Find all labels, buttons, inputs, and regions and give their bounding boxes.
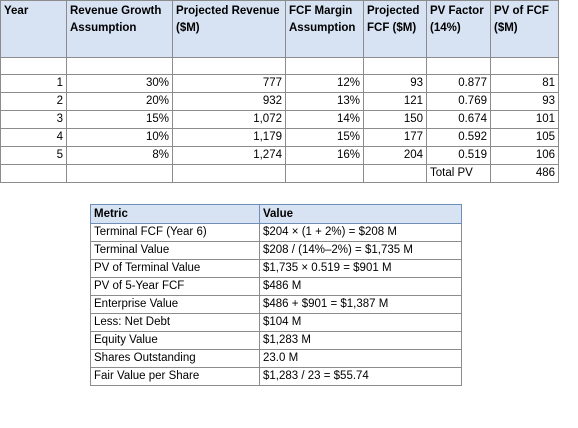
- projected-revenue-cell: 777: [172, 74, 286, 93]
- metric-row: PV of Terminal Value $1,735 × 0.519 = $9…: [90, 259, 462, 278]
- metric-label: PV of Terminal Value: [90, 259, 260, 278]
- metric-value: $1,735 × 0.519 = $901 M: [259, 259, 462, 278]
- metric-row: Terminal Value $208 / (14%–2%) = $1,735 …: [90, 241, 462, 260]
- metric-value: $1,283 M: [259, 331, 462, 350]
- table-row: 2 20% 932 13% 121 0.769 93: [0, 92, 559, 111]
- metric-row: Fair Value per Share $1,283 / 23 = $55.7…: [90, 367, 462, 386]
- metric-label: Fair Value per Share: [90, 367, 260, 386]
- year-cell: 3: [0, 110, 67, 129]
- year-cell: 2: [0, 92, 67, 111]
- fcf-margin-cell: 15%: [285, 128, 364, 147]
- metric-value: $1,283 / 23 = $55.74: [259, 367, 462, 386]
- pv-of-fcf-cell: 81: [490, 74, 559, 93]
- fcf-margin-cell: 14%: [285, 110, 364, 129]
- pv-of-fcf-cell: 101: [490, 110, 559, 129]
- empty-cell: [490, 57, 559, 75]
- table-row: 4 10% 1,179 15% 177 0.592 105: [0, 128, 559, 147]
- valuation-metrics-table: Metric Value Terminal FCF (Year 6) $204 …: [90, 204, 462, 386]
- metric-label: Terminal FCF (Year 6): [90, 223, 260, 242]
- projected-revenue-cell: 932: [172, 92, 286, 111]
- revenue-growth-cell: 20%: [66, 92, 173, 111]
- metric-label: Shares Outstanding: [90, 349, 260, 368]
- header-projected-revenue: Projected Revenue ($M): [172, 0, 286, 58]
- pv-factor-cell: 0.519: [426, 146, 491, 165]
- pv-factor-cell: 0.592: [426, 128, 491, 147]
- fcf-margin-cell: 16%: [285, 146, 364, 165]
- fcf-margin-cell: 12%: [285, 74, 364, 93]
- header-revenue-growth: Revenue Growth Assumption: [66, 0, 173, 58]
- revenue-growth-cell: 30%: [66, 74, 173, 93]
- header-pv-of-fcf: PV of FCF ($M): [490, 0, 559, 58]
- header-projected-fcf: Projected FCF ($M): [363, 0, 427, 58]
- metric-row: Shares Outstanding 23.0 M: [90, 349, 462, 368]
- empty-cell: [285, 57, 364, 75]
- table-row: 3 15% 1,072 14% 150 0.674 101: [0, 110, 559, 129]
- dcf-projection-table: Year Revenue Growth Assumption Projected…: [0, 0, 559, 183]
- empty-cell: [0, 164, 67, 183]
- empty-cell: [0, 57, 67, 75]
- projected-revenue-cell: 1,274: [172, 146, 286, 165]
- table-row: 1 30% 777 12% 93 0.877 81: [0, 74, 559, 93]
- header-fcf-margin: FCF Margin Assumption: [285, 0, 364, 58]
- metric-value: $208 / (14%–2%) = $1,735 M: [259, 241, 462, 260]
- pv-of-fcf-cell: 105: [490, 128, 559, 147]
- metric-value: $486 + $901 = $1,387 M: [259, 295, 462, 314]
- metric-label: Less: Net Debt: [90, 313, 260, 332]
- empty-cell: [363, 57, 427, 75]
- metric-row: Less: Net Debt $104 M: [90, 313, 462, 332]
- metric-row: PV of 5-Year FCF $486 M: [90, 277, 462, 296]
- dcf-header-row: Year Revenue Growth Assumption Projected…: [0, 0, 559, 58]
- empty-cell: [172, 164, 286, 183]
- metric-label: PV of 5-Year FCF: [90, 277, 260, 296]
- projected-fcf-cell: 204: [363, 146, 427, 165]
- metric-row: Equity Value $1,283 M: [90, 331, 462, 350]
- metric-value: $486 M: [259, 277, 462, 296]
- metric-row: Terminal FCF (Year 6) $204 × (1 + 2%) = …: [90, 223, 462, 242]
- metric-row: Enterprise Value $486 + $901 = $1,387 M: [90, 295, 462, 314]
- header-metric: Metric: [90, 204, 260, 224]
- revenue-growth-cell: 15%: [66, 110, 173, 129]
- metric-label: Terminal Value: [90, 241, 260, 260]
- pv-of-fcf-cell: 106: [490, 146, 559, 165]
- revenue-growth-cell: 8%: [66, 146, 173, 165]
- header-value: Value: [259, 204, 462, 224]
- year-cell: 1: [0, 74, 67, 93]
- projected-fcf-cell: 150: [363, 110, 427, 129]
- table-row: 5 8% 1,274 16% 204 0.519 106: [0, 146, 559, 165]
- year-cell: 4: [0, 128, 67, 147]
- revenue-growth-cell: 10%: [66, 128, 173, 147]
- metrics-header-row: Metric Value: [90, 204, 462, 224]
- metric-label: Enterprise Value: [90, 295, 260, 314]
- metric-value: 23.0 M: [259, 349, 462, 368]
- header-year: Year: [0, 0, 67, 58]
- metric-value: $204 × (1 + 2%) = $208 M: [259, 223, 462, 242]
- projected-fcf-cell: 121: [363, 92, 427, 111]
- pv-factor-cell: 0.877: [426, 74, 491, 93]
- pv-factor-cell: 0.769: [426, 92, 491, 111]
- projected-revenue-cell: 1,072: [172, 110, 286, 129]
- empty-cell: [66, 164, 173, 183]
- empty-cell: [66, 57, 173, 75]
- header-pv-factor: PV Factor (14%): [426, 0, 491, 58]
- total-pv-value: 486: [490, 164, 559, 183]
- total-pv-label: Total PV: [426, 164, 491, 183]
- pv-of-fcf-cell: 93: [490, 92, 559, 111]
- pv-factor-cell: 0.674: [426, 110, 491, 129]
- projected-fcf-cell: 177: [363, 128, 427, 147]
- empty-cell: [285, 164, 364, 183]
- year-cell: 5: [0, 146, 67, 165]
- spacer-row: [0, 57, 559, 75]
- projected-revenue-cell: 1,179: [172, 128, 286, 147]
- metric-label: Equity Value: [90, 331, 260, 350]
- fcf-margin-cell: 13%: [285, 92, 364, 111]
- empty-cell: [426, 57, 491, 75]
- empty-cell: [172, 57, 286, 75]
- projected-fcf-cell: 93: [363, 74, 427, 93]
- metric-value: $104 M: [259, 313, 462, 332]
- empty-cell: [363, 164, 427, 183]
- total-row: Total PV 486: [0, 164, 559, 183]
